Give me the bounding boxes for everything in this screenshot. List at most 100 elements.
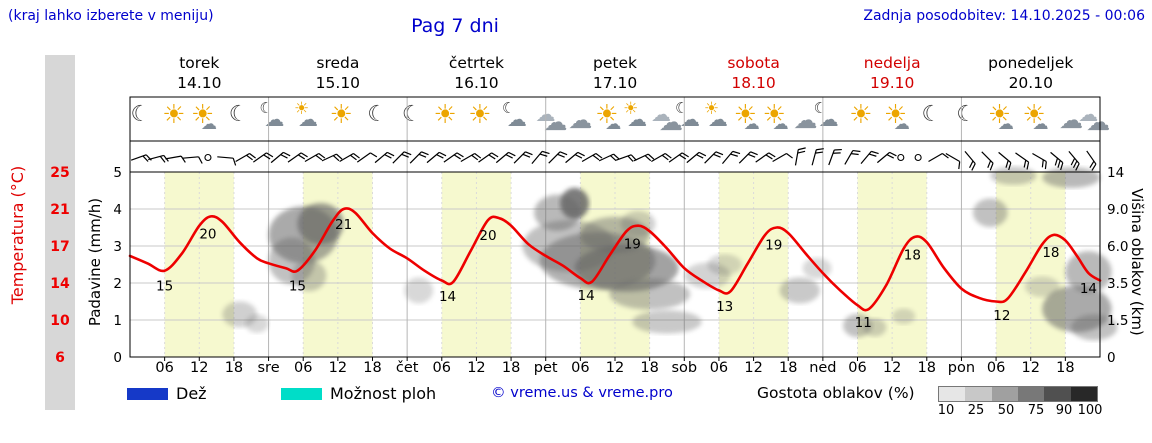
wind-barb-icon: [565, 151, 585, 164]
temperature-value-label: 20: [199, 227, 216, 243]
wind-barb-icon: [253, 152, 274, 163]
precip-tick-label: 5: [113, 165, 122, 181]
day-abbr-label: čet: [396, 360, 419, 376]
cloud-sun-icon: ☀ ☁: [293, 99, 318, 131]
wind-barb-icon: [304, 152, 326, 163]
wind-barb-icon: [1015, 152, 1030, 170]
wind-barb-icon: [704, 151, 724, 164]
day-header-nedelja: nedelja 19.10: [823, 53, 962, 97]
temperature-value-label: 14: [1080, 281, 1097, 297]
rain-legend-swatch: [127, 388, 168, 400]
time-tick-label: 06: [294, 360, 312, 376]
wind-barb-icon: [633, 153, 655, 162]
day-date: 19.10: [869, 74, 915, 92]
clouds-icon: ☁ ☁: [650, 102, 683, 136]
density-tick-label: 50: [997, 403, 1015, 418]
temperature-curve: [128, 207, 1102, 312]
time-tick-label: 12: [1021, 360, 1039, 376]
day-date: 17.10: [592, 74, 638, 92]
time-tick-label: 12: [329, 360, 347, 376]
cloud-blob: [609, 278, 691, 310]
wind-barb-icon: [686, 151, 707, 164]
wind-barb-icon: [460, 152, 482, 163]
day-date: 14.10: [177, 74, 222, 92]
wind-barb-icon: [772, 152, 793, 163]
cloud-moon-icon: ☾ ☁: [813, 99, 839, 131]
wind-barb-icon: [409, 151, 429, 164]
wind-calm-icon: [914, 153, 922, 162]
day-header-četrtek: četrtek 16.10: [407, 53, 546, 97]
cloud-tick-label: 6.0: [1107, 239, 1128, 255]
temperature-value-label: 13: [716, 299, 733, 315]
cloud-blob: [707, 254, 743, 275]
time-tick-label: 12: [744, 360, 762, 376]
density-step: [1044, 387, 1071, 401]
copyright-link[interactable]: © vreme.us & vreme.pro: [491, 385, 673, 401]
temperature-value-label: 15: [289, 279, 306, 295]
wind-barb-icon: [235, 152, 256, 163]
time-tick-label: 18: [640, 360, 658, 376]
sun-icon: ☀: [468, 100, 492, 130]
wind-barb-icon: [1068, 150, 1080, 171]
wind-barb-icon: [165, 155, 186, 163]
wind-barb-icon: [130, 154, 152, 162]
wind-barb-icon: [1086, 150, 1097, 171]
time-tick-label: 06: [433, 360, 451, 376]
rain-legend-label: Dež: [176, 384, 207, 403]
density-step: [939, 387, 966, 401]
cloud-blob: [560, 187, 590, 219]
cloud-blob: [892, 308, 916, 325]
cloud-icon: ☁: [568, 106, 593, 134]
time-tick-label: 12: [606, 360, 624, 376]
day-header-torek: torek 14.10: [130, 53, 269, 97]
time-tick-label: 12: [467, 360, 485, 376]
day-band: [164, 172, 234, 357]
cloud-blob: [990, 166, 1037, 185]
showers-legend-label: Možnost ploh: [330, 384, 437, 403]
cloud-blob: [245, 314, 269, 333]
wind-barb-icon: [339, 152, 360, 163]
temperature-value-label: 14: [439, 289, 456, 305]
precip-tick-label: 4: [113, 202, 122, 218]
sun-icon: ☀: [162, 100, 186, 130]
day-abbr-label: pet: [534, 360, 558, 376]
cloud-tick-label: 0: [1107, 350, 1116, 366]
wind-barb-icon: [615, 154, 637, 162]
temperature-scale-strip: [45, 55, 75, 410]
clouds-icon: ☁ ☁: [1078, 102, 1111, 136]
time-tick-label: 18: [918, 360, 936, 376]
wind-barb-icon: [217, 156, 237, 166]
cloud-blob: [1042, 167, 1100, 188]
density-step: [991, 387, 1018, 401]
temperature-value-label: 15: [156, 279, 173, 295]
time-tick-label: 06: [848, 360, 866, 376]
wind-barb-icon: [356, 152, 378, 163]
wind-barb-icon: [651, 152, 672, 163]
wind-barb-icon: [998, 151, 1012, 171]
wind-barb-icon: [1032, 152, 1047, 170]
cloud-tick-label: 1.5: [1107, 313, 1128, 329]
wind-barb-icon: [581, 152, 603, 163]
cloud-moon-icon: ☾ ☁: [259, 99, 285, 131]
cloud-sun-icon: ☀ ☁: [703, 99, 728, 131]
wind-barb-icon: [513, 151, 533, 164]
day-header-petek: petek 17.10: [546, 53, 685, 97]
day-name: ponedeljek: [988, 54, 1074, 72]
temp-tick-label: 25: [50, 165, 69, 181]
wind-barb-icon: [443, 152, 464, 163]
temperature-value-label: 19: [624, 236, 641, 252]
wind-barb-icon: [426, 151, 447, 164]
density-tick-label: 75: [1027, 403, 1045, 418]
cloud-moon-icon: ☾ ☁: [501, 99, 527, 131]
temperature-value-label: 18: [904, 248, 921, 264]
wind-barb-icon: [270, 151, 291, 164]
precip-tick-label: 2: [113, 276, 122, 292]
temp-tick-label: 14: [50, 276, 70, 292]
day-header-sobota: sobota 18.10: [684, 53, 823, 97]
wind-barb-icon: [495, 151, 516, 164]
temperature-value-label: 11: [855, 315, 872, 331]
moon-icon: ☾: [367, 102, 387, 127]
wind-barb-icon: [721, 150, 741, 165]
time-tick-label: 18: [502, 360, 520, 376]
